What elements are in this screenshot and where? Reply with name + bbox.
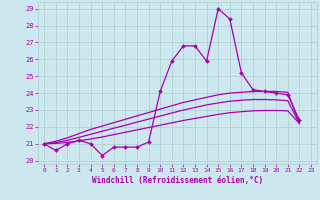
X-axis label: Windchill (Refroidissement éolien,°C): Windchill (Refroidissement éolien,°C) [92, 176, 263, 185]
